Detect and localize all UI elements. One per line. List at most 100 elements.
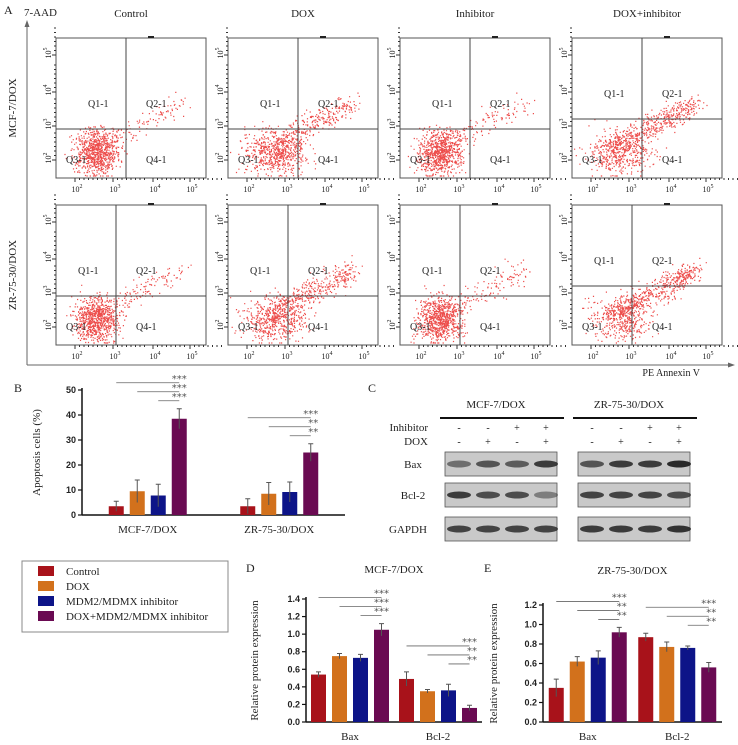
error-bar	[266, 482, 272, 505]
protein-band	[534, 491, 558, 499]
tick-exponent: 4	[387, 252, 393, 255]
protein-label: Bax	[404, 459, 422, 471]
x-tick-label: 104	[494, 351, 505, 361]
significance-stars: ***	[172, 392, 187, 403]
panel-c-label: C	[368, 381, 376, 395]
tick-exponent: 4	[43, 85, 49, 88]
quadrant-label: Q2-1	[480, 266, 501, 277]
protein-band	[638, 460, 662, 468]
legend-label: DOX+MDM2/MDMX inhibitor	[66, 611, 209, 623]
y-tick-label: 104	[43, 252, 53, 263]
bar-dox	[569, 661, 585, 722]
event-dots	[64, 91, 191, 177]
y-tick-label: 1.2	[287, 612, 300, 622]
tick-exponent: 5	[367, 184, 370, 190]
tick-exponent: 4	[43, 252, 49, 255]
significance-stars: **	[467, 646, 477, 657]
protein-band	[667, 491, 691, 499]
condition-sign: -	[590, 423, 593, 434]
y-tick-label: 105	[387, 215, 397, 226]
tick-exponent: 2	[559, 153, 565, 156]
bar-dox-mdm2-mdmx-inhibitor	[171, 418, 187, 515]
error-bar	[134, 479, 140, 503]
y-tick-label: 103	[559, 286, 569, 297]
legend-swatch	[38, 596, 54, 606]
y-tick-label: 105	[387, 48, 397, 59]
condition-sign: +	[618, 437, 624, 448]
protein-band	[580, 491, 604, 499]
y-tick-label: 104	[43, 85, 53, 96]
condition-sign: +	[543, 423, 549, 434]
bar-dox	[420, 691, 435, 722]
x-tick-label: 102	[416, 351, 427, 361]
protein-band	[476, 525, 500, 533]
panel-a-label: A	[4, 3, 13, 17]
bar-mdm2-mdmx-inhibitor	[441, 690, 456, 722]
event-dots	[582, 257, 707, 344]
x-tick-label: 102	[244, 184, 255, 194]
y-tick-label: 0.8	[524, 639, 537, 649]
tick-exponent: 2	[215, 153, 221, 156]
quadrant-label: Q3-1	[66, 322, 87, 333]
category-label: Bax	[579, 731, 597, 743]
x-tick-label: 103	[282, 184, 293, 194]
condition-sign: -	[648, 437, 651, 448]
y-tick-label: 103	[387, 119, 397, 130]
protein-band	[534, 460, 558, 468]
y-tick-label: 0.8	[287, 647, 300, 657]
protein-band	[534, 525, 558, 533]
bar-control	[399, 678, 414, 722]
x-tick-label: 105	[359, 184, 370, 194]
y-axis-label: Relative protein expression	[249, 600, 261, 721]
error-bar	[446, 683, 451, 697]
condition-sign: -	[515, 437, 518, 448]
legend: Control DOX MDM2/MDMX inhibitor DOX+MDM2/MD…	[21, 560, 229, 633]
tick-exponent: 3	[43, 286, 49, 289]
quadrant-label: Q3-1	[582, 155, 603, 166]
tick-exponent: 2	[252, 184, 255, 190]
top-marker	[320, 203, 326, 205]
panel-e-label: E	[484, 561, 491, 575]
flow-plot-1-2: Q1-1 Q2-1 Q3-1 Q4-1 102 103 104 105 102 103 104 105	[387, 194, 566, 361]
protein-band	[447, 491, 471, 499]
condition-sign: +	[676, 437, 682, 448]
y-tick-label: 30	[66, 435, 76, 445]
tick-exponent: 2	[80, 351, 83, 357]
y-tick-label: 102	[387, 320, 397, 331]
panel-d-label: D	[246, 561, 255, 575]
tick-exponent: 3	[462, 351, 465, 357]
y-tick-label: 103	[387, 286, 397, 297]
error-bar	[113, 500, 119, 512]
bar-mdm2-mdmx-inhibitor	[680, 647, 696, 722]
y-tick-label: 105	[215, 48, 225, 59]
protein-band	[476, 491, 500, 499]
tick-exponent: 2	[215, 320, 221, 323]
error-bar	[706, 662, 712, 673]
quadrant-label: Q1-1	[88, 99, 109, 110]
y-tick-label: 0.6	[287, 664, 300, 674]
x-tick-label: 104	[322, 184, 333, 194]
y-tick-label: 104	[215, 85, 225, 96]
condition-sign: -	[457, 423, 460, 434]
tick-exponent: 4	[330, 351, 333, 357]
quadrant-label: Q2-1	[652, 256, 673, 267]
quadrant-label: Q3-1	[582, 322, 603, 333]
tick-exponent: 5	[711, 351, 714, 357]
x-tick-label: 102	[244, 351, 255, 361]
legend-label: Control	[66, 566, 100, 578]
cell-line-label: MCF-7/DOX	[466, 399, 525, 411]
tick-exponent: 5	[539, 351, 542, 357]
western-blot: MCF-7/DOX - - + + - + - + ZR-75-30/DOX - - + + - + - + Inh…	[389, 399, 697, 542]
column-title-control: Control	[114, 8, 148, 20]
arrow-right-icon	[728, 362, 735, 368]
tick-exponent: 4	[158, 351, 161, 357]
tick-exponent: 2	[424, 184, 427, 190]
x-tick-label: 103	[626, 184, 637, 194]
x-tick-label: 102	[72, 351, 83, 361]
y-tick-label: 0.2	[524, 698, 537, 708]
y-tick-label: 10	[66, 485, 76, 495]
quadrant-label: Q2-1	[490, 99, 511, 110]
x-tick-label: 104	[150, 351, 161, 361]
tick-exponent: 4	[674, 351, 677, 357]
